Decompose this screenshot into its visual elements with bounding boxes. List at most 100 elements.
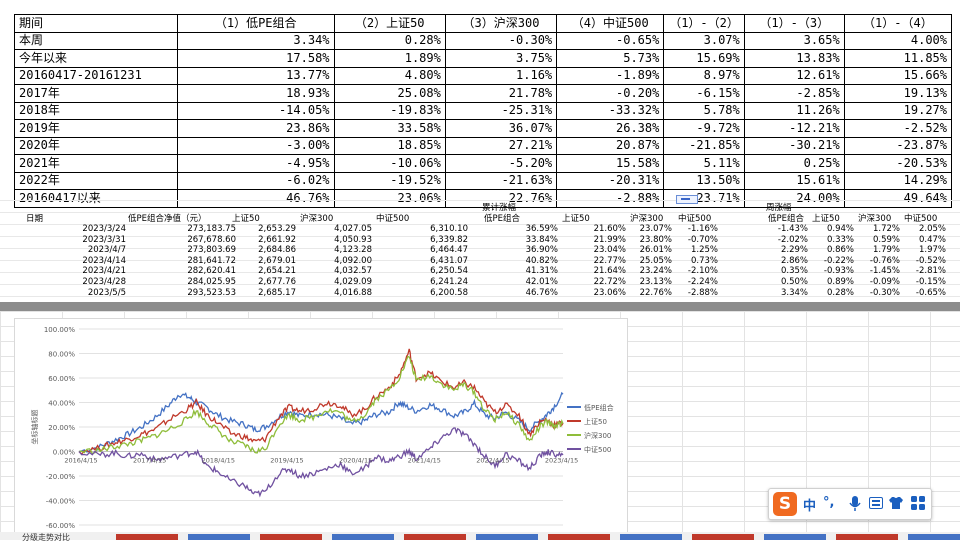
table-cell[interactable]: 2.29%	[780, 245, 808, 256]
table-cell[interactable]: 19.13%	[843, 84, 953, 103]
table-cell[interactable]: 6,464.47	[430, 245, 468, 256]
table-cell[interactable]: -21.85%	[663, 136, 745, 155]
column-header[interactable]: （1）-（2）	[663, 14, 745, 33]
table-cell[interactable]: 33.58%	[333, 119, 446, 138]
table-cell[interactable]: -4.95%	[176, 154, 335, 173]
table-cell[interactable]: 11.85%	[843, 49, 953, 68]
table-cell[interactable]: 22.77%	[593, 255, 626, 266]
table-cell[interactable]: -0.30%	[869, 287, 900, 298]
table-cell[interactable]: 13.83%	[743, 49, 845, 68]
table-cell[interactable]: -2.85%	[743, 84, 845, 103]
table-cell[interactable]: 36.07%	[444, 119, 558, 138]
microphone-icon[interactable]	[849, 496, 861, 512]
table-cell[interactable]: -1.43%	[777, 224, 808, 234]
table-cell[interactable]: -0.52%	[915, 255, 946, 266]
table-cell[interactable]: 6,339.82	[430, 234, 468, 245]
table-cell[interactable]: 2020年	[14, 136, 178, 155]
table-cell[interactable]: 本周	[14, 31, 178, 50]
table-cell[interactable]: -19.52%	[333, 171, 446, 190]
table-cell[interactable]: -0.30%	[444, 31, 558, 50]
table-cell[interactable]: 2,677.76	[258, 277, 296, 287]
table-cell[interactable]: 22.72%	[593, 277, 626, 287]
table-cell[interactable]: 273,183.75	[187, 224, 236, 234]
table-cell[interactable]: 26.01%	[639, 245, 672, 256]
column-header[interactable]: 上证50	[232, 214, 260, 224]
table-cell[interactable]: 17.58%	[176, 49, 335, 68]
table-cell[interactable]: 0.25%	[743, 154, 845, 173]
table-cell[interactable]: 0.28%	[333, 31, 446, 50]
sheet-tab[interactable]	[404, 534, 466, 540]
group-header[interactable]: 累计涨幅	[482, 203, 517, 213]
table-cell[interactable]: 4,050.93	[334, 234, 372, 245]
table-cell[interactable]: 25.08%	[333, 84, 446, 103]
table-cell[interactable]: -25.31%	[444, 101, 558, 120]
table-cell[interactable]: 2021年	[14, 154, 178, 173]
table-cell[interactable]: -30.21%	[743, 136, 845, 155]
table-cell[interactable]: 2023/5/5	[87, 287, 126, 298]
table-cell[interactable]: 21.64%	[593, 266, 626, 277]
table-cell[interactable]: -20.31%	[556, 171, 665, 190]
table-cell[interactable]: -0.65%	[915, 287, 946, 298]
table-cell[interactable]: 1.79%	[872, 245, 900, 256]
table-cell[interactable]: 3.34%	[176, 31, 335, 50]
table-cell[interactable]: 13.77%	[176, 66, 335, 85]
table-cell[interactable]: -1.45%	[869, 266, 900, 277]
table-cell[interactable]: 2023/3/24	[82, 224, 126, 234]
table-cell[interactable]: 6,431.07	[430, 255, 468, 266]
table-cell[interactable]: -0.70%	[687, 234, 718, 245]
table-cell[interactable]: 18.93%	[176, 84, 335, 103]
table-cell[interactable]: 2,653.29	[258, 224, 296, 234]
line-chart[interactable]: 100.00% 80.00% 60.00% 40.00% 20.00% 0.00% -20.…	[14, 318, 628, 534]
table-cell[interactable]: 6,310.10	[430, 224, 468, 234]
sogou-logo-icon[interactable]: S	[773, 492, 797, 516]
table-cell[interactable]: -2.02%	[777, 234, 808, 245]
table-cell[interactable]: -0.09%	[869, 277, 900, 287]
table-cell[interactable]: 0.47%	[918, 234, 946, 245]
table-cell[interactable]: 21.99%	[593, 234, 626, 245]
table-cell[interactable]: 1.16%	[444, 66, 558, 85]
table-cell[interactable]: 20.87%	[556, 136, 665, 155]
table-cell[interactable]: 4,032.57	[334, 266, 372, 277]
column-header[interactable]: （4）中证500	[556, 14, 665, 33]
table-cell[interactable]: 15.69%	[663, 49, 745, 68]
table-cell[interactable]: 42.01%	[525, 277, 558, 287]
table-cell[interactable]: -2.52%	[843, 119, 953, 138]
table-cell[interactable]: 15.61%	[743, 171, 845, 190]
table-cell[interactable]: -0.93%	[823, 266, 854, 277]
table-cell[interactable]: 3.07%	[663, 31, 745, 50]
table-cell[interactable]: 281,641.72	[187, 255, 236, 266]
table-cell[interactable]: 5.78%	[663, 101, 745, 120]
sheet-tab[interactable]	[692, 534, 754, 540]
table-cell[interactable]: 1.25%	[690, 245, 718, 256]
table-cell[interactable]: 2,679.01	[258, 255, 296, 266]
table-cell[interactable]: -2.88%	[687, 287, 718, 298]
sheet-tab[interactable]	[116, 534, 178, 540]
table-cell[interactable]: 282,620.41	[187, 266, 236, 277]
toolbox-grid-icon[interactable]	[911, 496, 925, 510]
table-cell[interactable]: 23.06%	[593, 287, 626, 298]
table-cell[interactable]: 6,200.58	[430, 287, 468, 298]
column-header[interactable]: 中证500	[904, 214, 938, 224]
table-cell[interactable]: -1.16%	[687, 224, 718, 234]
table-cell[interactable]: -0.20%	[556, 84, 665, 103]
table-cell[interactable]: 4.80%	[333, 66, 446, 85]
table-cell[interactable]: 2023/4/14	[82, 255, 126, 266]
table-cell[interactable]: 0.59%	[872, 234, 900, 245]
column-header[interactable]: （1）-（3）	[743, 14, 845, 33]
table-cell[interactable]: -12.21%	[743, 119, 845, 138]
table-cell[interactable]: 5.73%	[556, 49, 665, 68]
table-cell[interactable]: 0.89%	[826, 277, 854, 287]
table-cell[interactable]: 8.97%	[663, 66, 745, 85]
table-cell[interactable]: -2.81%	[915, 266, 946, 277]
table-cell[interactable]: 2023/4/7	[87, 245, 126, 256]
sheet-tab[interactable]	[908, 534, 960, 540]
scroll-indicator[interactable]	[676, 195, 698, 204]
table-cell[interactable]: 2017年	[14, 84, 178, 103]
sheet-tab-label[interactable]: 分级走势对比	[22, 533, 70, 542]
table-cell[interactable]: 2,684.86	[258, 245, 296, 256]
table-cell[interactable]: 0.33%	[826, 234, 854, 245]
table-cell[interactable]: 今年以来	[14, 49, 178, 68]
table-cell[interactable]: 4,027.05	[334, 224, 372, 234]
table-cell[interactable]: 293,523.53	[187, 287, 236, 298]
table-cell[interactable]: 1.97%	[918, 245, 946, 256]
